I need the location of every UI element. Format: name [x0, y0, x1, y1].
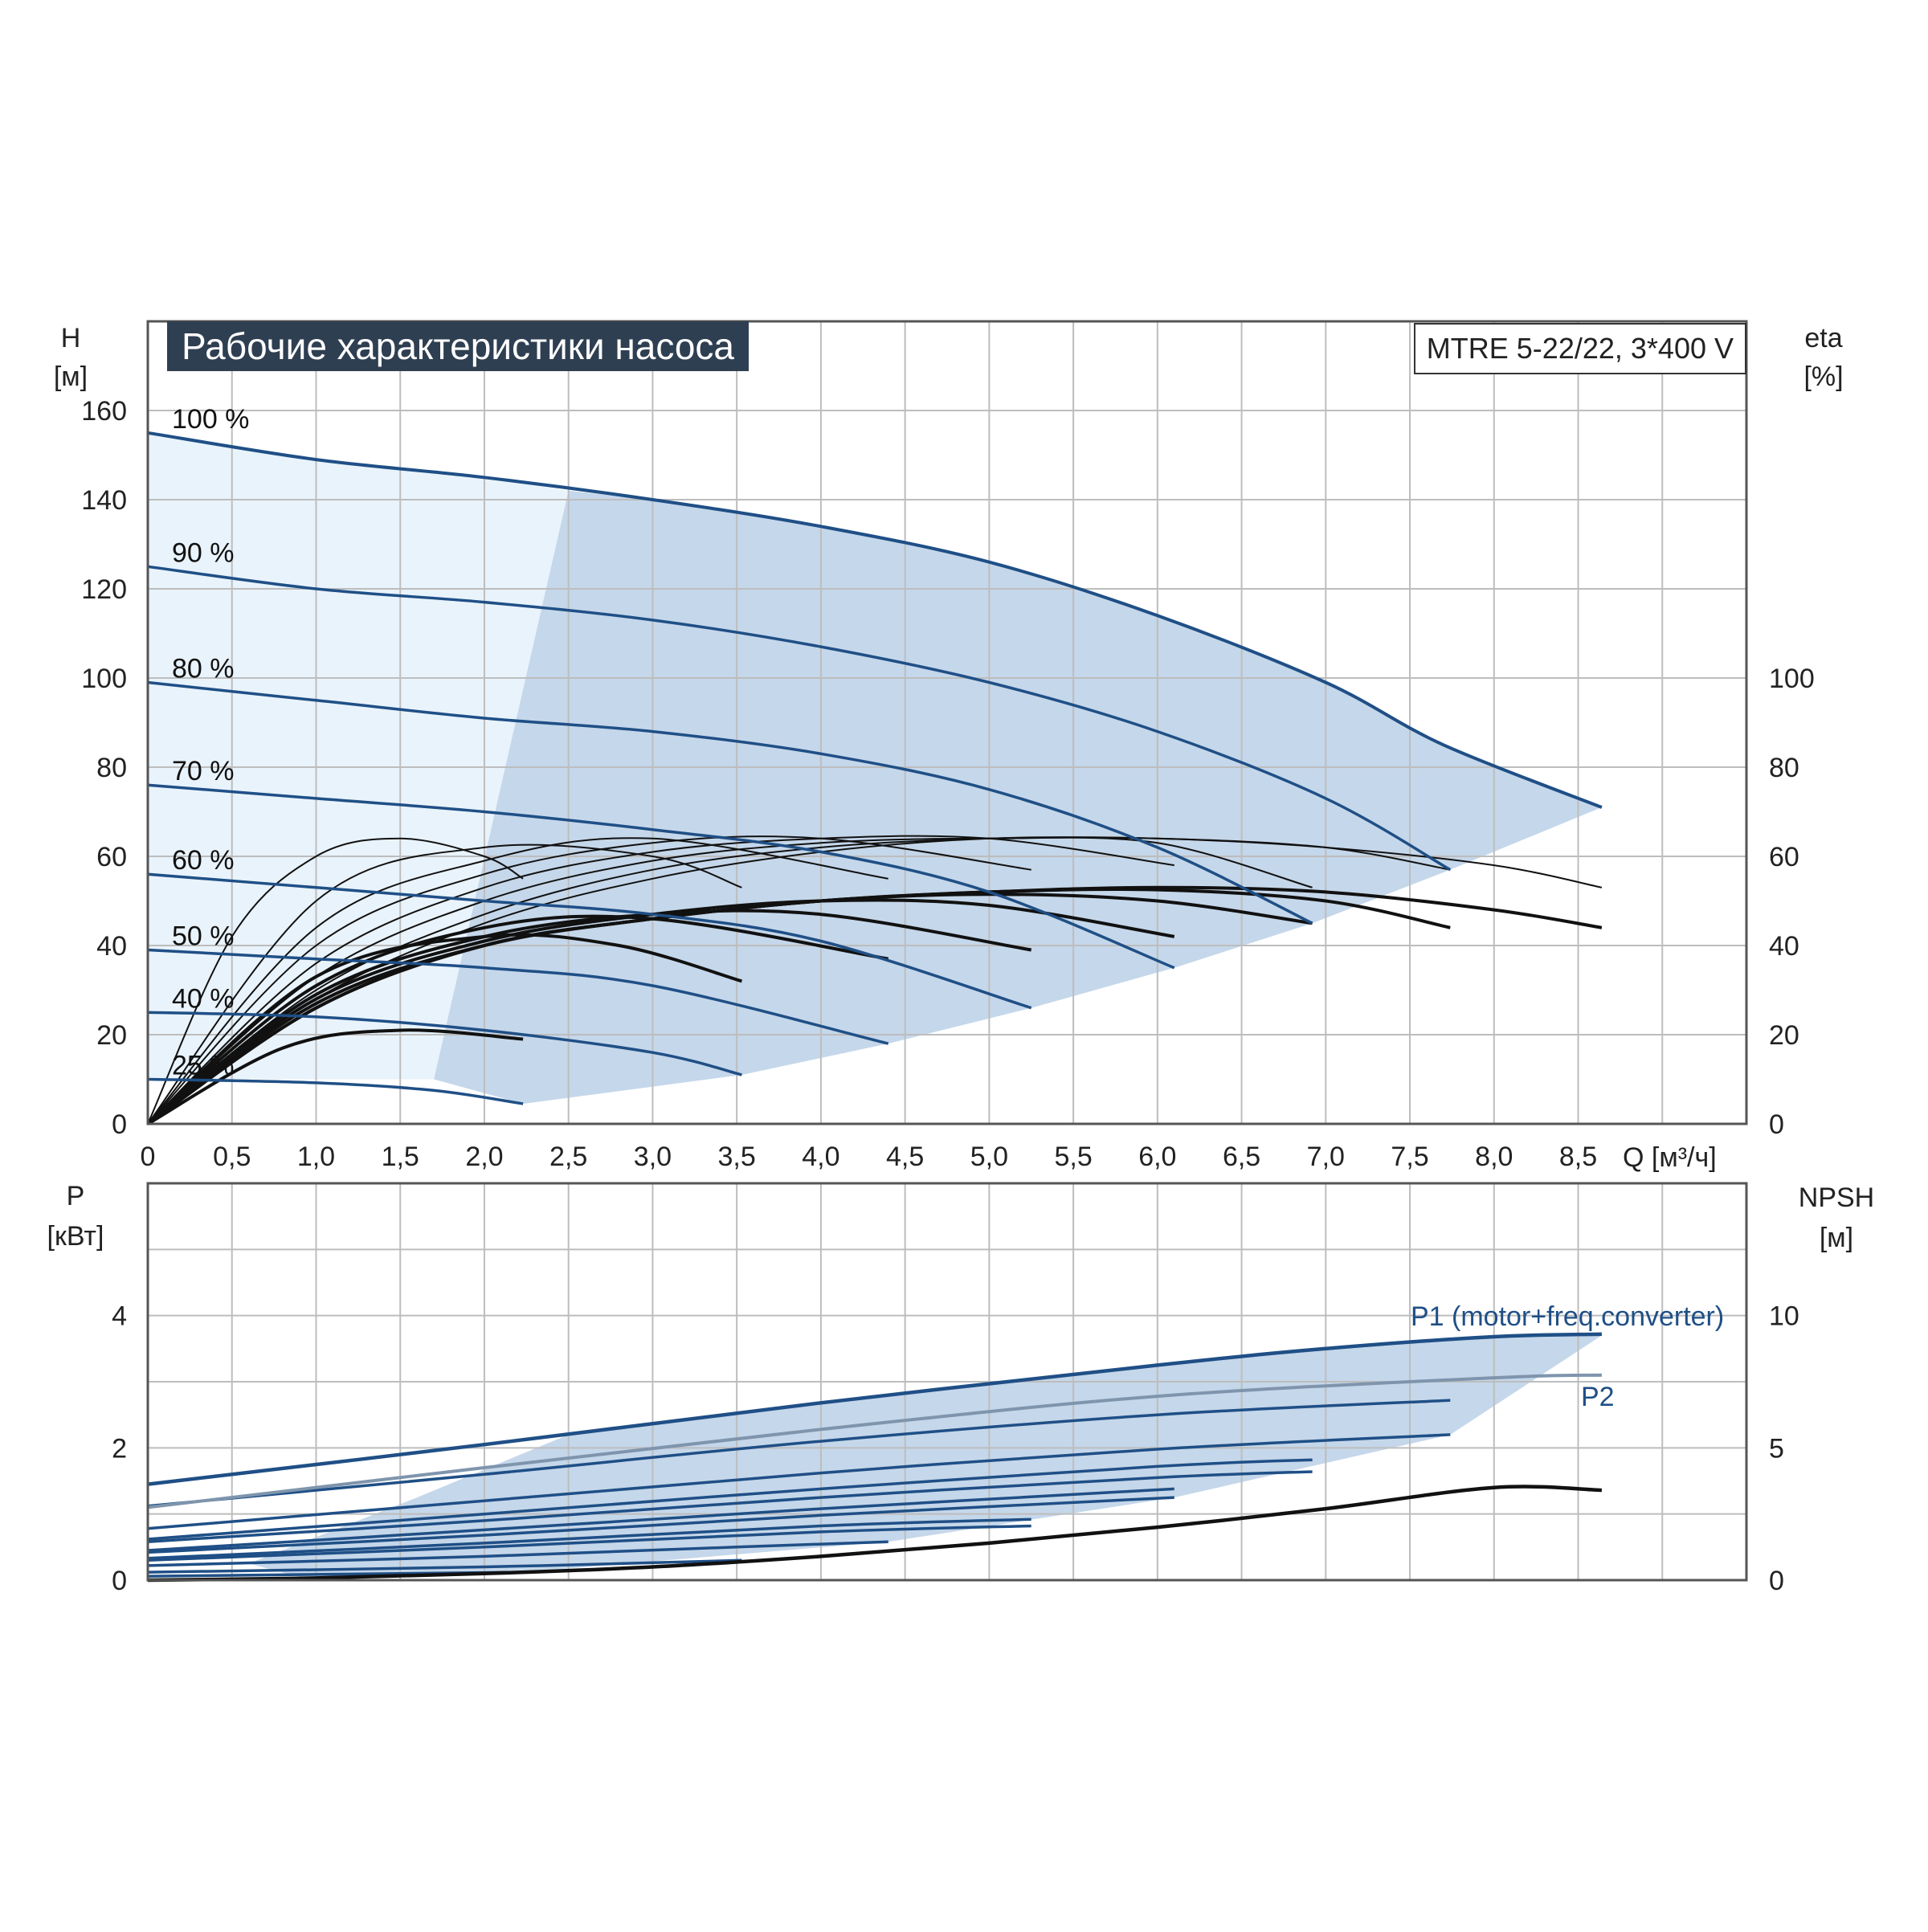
- y-right-tick-label: 0: [1769, 1109, 1784, 1140]
- chart-title: Рабочие характеристики насоса: [167, 321, 750, 371]
- y-right-tick-label: 80: [1769, 753, 1799, 783]
- x-tick-label: 1,0: [297, 1142, 335, 1172]
- npsh-curve: [147, 1485, 1602, 1583]
- p2-series-label: P2: [1581, 1382, 1615, 1412]
- power-tick-label: 2: [112, 1433, 127, 1464]
- speed-curve: [147, 783, 1175, 970]
- x-tick-label: 0,5: [213, 1142, 251, 1172]
- speed-curve-label: 50 %: [172, 921, 235, 952]
- speed-curve-label: 90 %: [172, 537, 235, 568]
- speed-curve: [147, 872, 1032, 1010]
- curves: 100 % 90 % 80 % 70 % 60 % 50 % 40 % 25 %: [146, 404, 1603, 1583]
- plot-frames: [146, 320, 1748, 1582]
- x-tick-label: 5,5: [1054, 1142, 1092, 1172]
- eta-25-curve: [147, 1028, 524, 1125]
- y-left-tick-label: 160: [81, 396, 127, 427]
- y-right-tick-label: 60: [1769, 842, 1799, 872]
- speed-curve: [147, 680, 1313, 925]
- x-tick-label: 7,5: [1391, 1142, 1428, 1172]
- eta-40-curve: [146, 933, 742, 1125]
- p1-60-curve: [147, 1496, 1174, 1554]
- top-plot-frame: [146, 320, 1748, 1125]
- y-left-tick-label: 100: [81, 664, 127, 694]
- p1-25-curve: [147, 1558, 742, 1574]
- eta-thin-2-curve: [147, 843, 742, 1125]
- low-flow-band: [148, 432, 569, 1080]
- y-left-tick-label: 140: [81, 485, 127, 516]
- x-axis-unit-label: Q [м³/ч]: [1623, 1142, 1717, 1173]
- bottom-plot-frame: [146, 1182, 1748, 1582]
- x-tick-label: 2,0: [465, 1142, 503, 1172]
- y-right-tick-label: 40: [1769, 931, 1799, 962]
- eta-50-curve: [146, 914, 889, 1125]
- p1-series-label: P1 (motor+freq.converter): [1411, 1301, 1724, 1332]
- y-left-tick-label: 40: [96, 931, 127, 962]
- p2-70-curve: [147, 1458, 1313, 1541]
- p1-90-curve: [147, 1399, 1451, 1508]
- x-tick-label: 2,5: [549, 1142, 587, 1172]
- speed-curve-label: 80 %: [172, 654, 235, 684]
- p2-50-curve: [147, 1517, 1031, 1560]
- x-tick-label: 5,0: [970, 1142, 1008, 1172]
- y-left-tick-label: 60: [96, 842, 127, 872]
- speed-curve: [147, 565, 1452, 872]
- speed-curve-label: 25 %: [172, 1051, 235, 1081]
- top-y-right-unit: [%]: [1803, 361, 1843, 392]
- speed-curve-label: 70 %: [172, 756, 235, 786]
- x-tick-label: 8,5: [1559, 1142, 1597, 1172]
- power-tick-label: 0: [112, 1566, 127, 1596]
- y-left-tick-label: 120: [81, 574, 127, 605]
- tick-labels: 0 0,5 1,0 1,5 2,0 2,5 3,0 3,5 4,0 4,5 5,0 5,5 6,0 6,5…: [81, 396, 1814, 1596]
- y-left-tick-label: 80: [96, 753, 127, 783]
- model-label: MTRE 5-22/22, 3*400 V: [1413, 323, 1746, 374]
- eta-thin-4-curve: [147, 835, 1031, 1125]
- y-right-tick-label: 100: [1769, 664, 1815, 694]
- p2-60-curve: [147, 1487, 1174, 1552]
- power-tick-label: 4: [112, 1301, 127, 1332]
- speed-curve: [147, 1011, 742, 1076]
- p2-curve: [147, 1373, 1602, 1509]
- x-tick-label: 0: [141, 1142, 156, 1172]
- operating-area-bands: [148, 432, 1602, 1577]
- x-tick-label: 4,5: [886, 1142, 924, 1172]
- x-tick-label: 3,5: [718, 1142, 756, 1172]
- x-tick-label: 4,0: [802, 1142, 839, 1172]
- bottom-y-right-unit: [м]: [1820, 1223, 1853, 1253]
- top-y-left-label: H: [61, 323, 81, 353]
- speed-curve-label: 100 %: [172, 404, 249, 435]
- speed-curve-label: 40 %: [172, 983, 235, 1014]
- npsh-tick-label: 0: [1769, 1566, 1784, 1596]
- top-y-right-label: eta: [1804, 323, 1842, 353]
- p1-50-curve: [147, 1524, 1031, 1562]
- bottom-y-left-unit: [кВт]: [47, 1221, 104, 1252]
- p1-curve: [147, 1332, 1602, 1486]
- p1-40-curve: [147, 1540, 888, 1567]
- y-left-tick-label: 0: [112, 1109, 127, 1140]
- x-tick-label: 8,0: [1475, 1142, 1513, 1172]
- y-left-tick-label: 20: [96, 1020, 127, 1051]
- x-tick-label: 1,5: [382, 1142, 419, 1172]
- bottom-y-right-label: NPSH: [1799, 1182, 1874, 1213]
- speed-curve: [147, 431, 1603, 809]
- x-tick-label: 7,0: [1307, 1142, 1345, 1172]
- p1-80-curve: [147, 1433, 1451, 1530]
- npsh-tick-label: 10: [1769, 1301, 1799, 1332]
- p1-70-curve: [147, 1470, 1313, 1543]
- speed-curve: [147, 948, 889, 1045]
- npsh-tick-label: 5: [1769, 1433, 1784, 1464]
- speed-curve-label: 60 %: [172, 845, 235, 876]
- top-y-left-unit: [м]: [54, 361, 88, 392]
- speed-curve: [147, 1077, 524, 1105]
- x-tick-label: 6,5: [1223, 1142, 1260, 1172]
- eta-thin-1-curve: [147, 837, 524, 1125]
- x-tick-label: 6,0: [1138, 1142, 1176, 1172]
- power-operating-band: [248, 1334, 1602, 1577]
- bottom-y-left-label: P: [67, 1181, 85, 1211]
- x-tick-label: 3,0: [634, 1142, 672, 1172]
- y-right-tick-label: 20: [1769, 1020, 1799, 1051]
